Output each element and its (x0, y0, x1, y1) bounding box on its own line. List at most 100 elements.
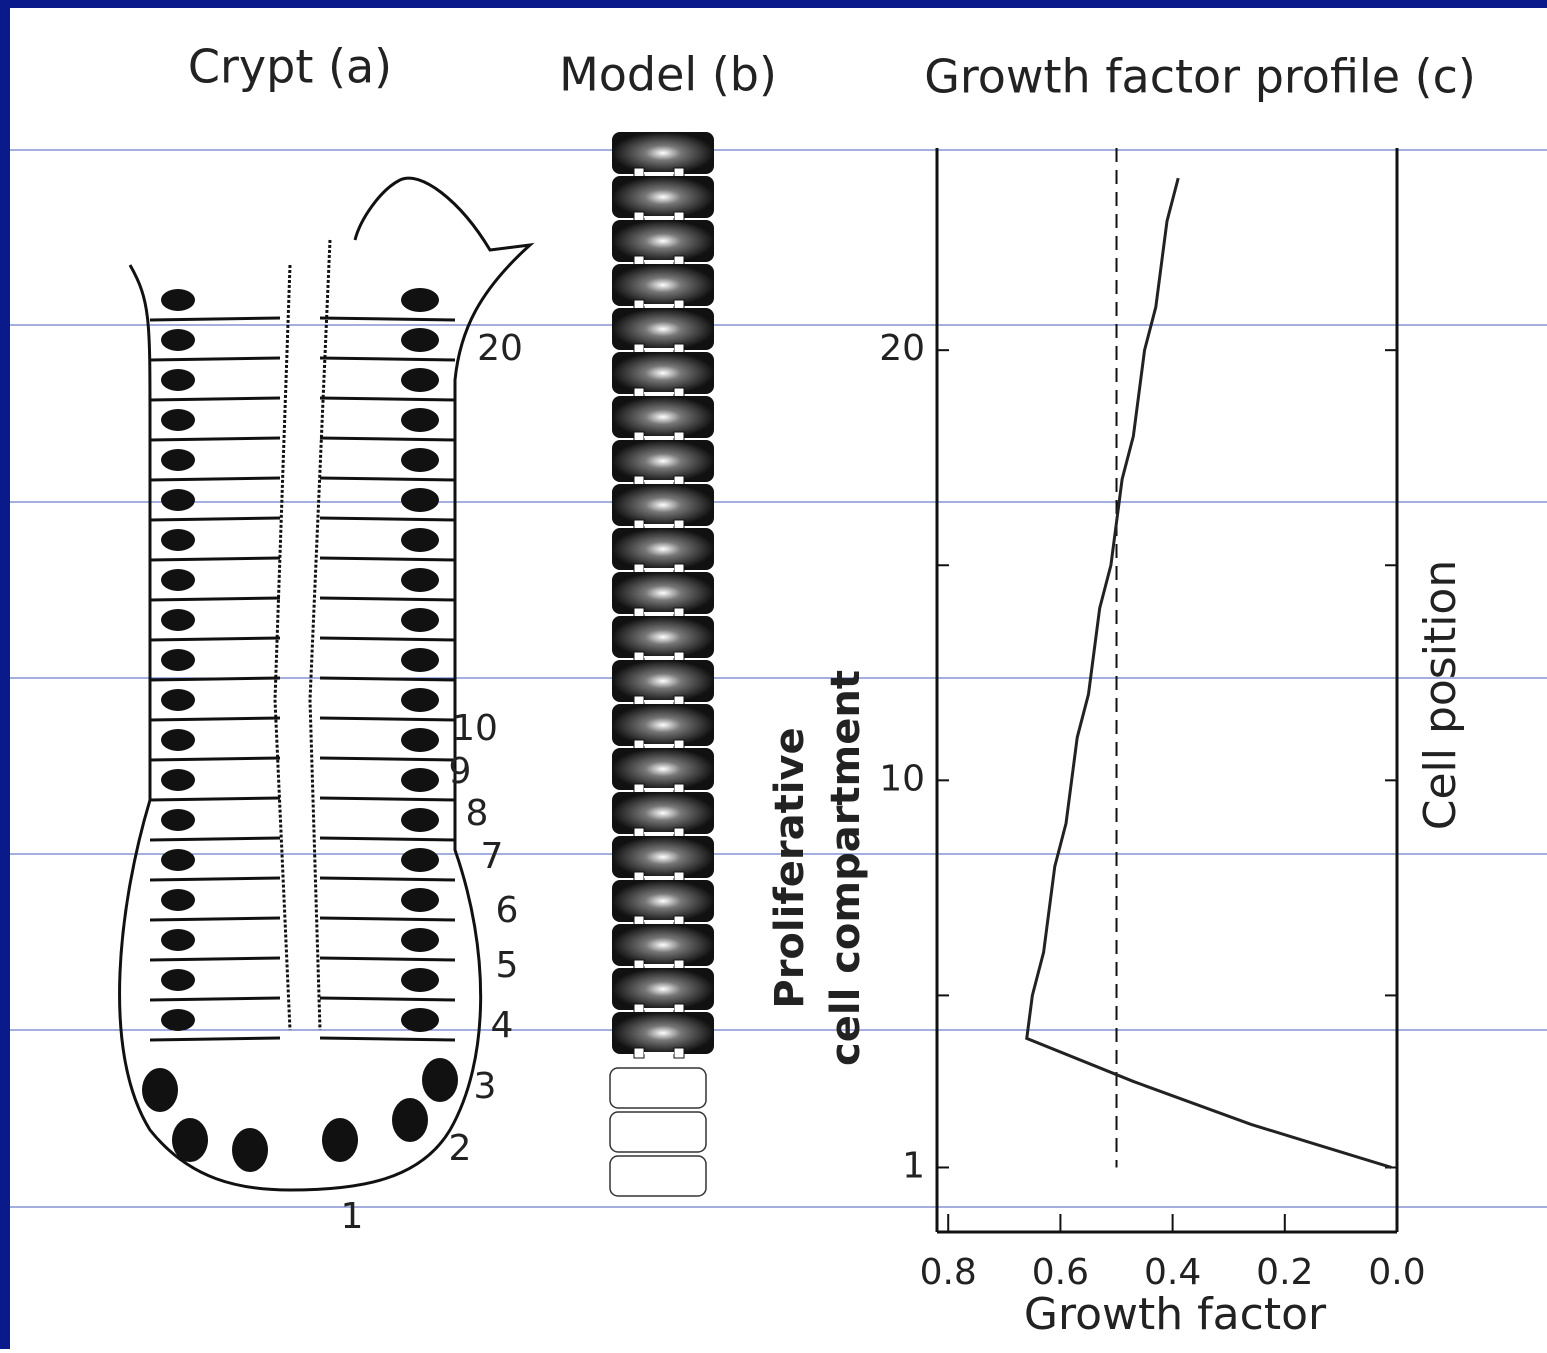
cell-wall (150, 518, 280, 520)
model-cell (612, 264, 714, 306)
cell-wall (320, 878, 455, 880)
position-label: 5 (496, 945, 519, 986)
nucleus (422, 1058, 458, 1102)
empty-cell (610, 1068, 706, 1108)
model-cell (612, 308, 714, 350)
nucleus (401, 528, 439, 552)
nucleus (401, 568, 439, 592)
empty-cell (610, 1156, 706, 1196)
cell-wall (320, 518, 455, 520)
model-cell (612, 440, 714, 482)
model-cell (612, 748, 714, 790)
nucleus (161, 889, 195, 911)
nucleus (401, 728, 439, 752)
nucleus (161, 289, 195, 311)
model-cell (612, 880, 714, 922)
cell-wall (320, 998, 455, 1000)
nucleus (161, 329, 195, 351)
nucleus (161, 529, 195, 551)
nucleus (401, 288, 439, 312)
crypt-title: Crypt (a) (188, 40, 392, 94)
cell-wall (150, 958, 280, 960)
chart-title: Growth factor profile (c) (924, 50, 1476, 104)
cell-wall (150, 878, 280, 880)
cell-wall (150, 438, 280, 440)
nucleus (392, 1098, 428, 1142)
nucleus (161, 649, 195, 671)
position-label: 7 (481, 836, 504, 877)
model-column (610, 132, 714, 1196)
model-title: Model (b) (559, 48, 777, 102)
cell-wall (150, 678, 280, 680)
model-cell (612, 660, 714, 702)
cell-wall (150, 918, 280, 920)
model-cell (612, 528, 714, 570)
nucleus (401, 688, 439, 712)
model-cell (612, 616, 714, 658)
x-tick-label: 0.4 (1144, 1252, 1201, 1293)
nucleus (401, 848, 439, 872)
model-cell (612, 792, 714, 834)
cell-wall (150, 638, 280, 640)
cell-wall (320, 558, 455, 560)
cell-wall (150, 838, 280, 840)
model-cell (612, 352, 714, 394)
figure: Crypt (a) Model (b) Growth factor profil… (0, 0, 1547, 1349)
nucleus (401, 808, 439, 832)
top-border (0, 0, 1547, 8)
nucleus (161, 609, 195, 631)
cell-wall (320, 758, 455, 760)
x-tick-label: 0.2 (1256, 1252, 1313, 1293)
y-tick-label: 1 (902, 1145, 925, 1186)
nucleus (161, 369, 195, 391)
nucleus (161, 1009, 195, 1031)
nucleus (322, 1118, 358, 1162)
nucleus (161, 849, 195, 871)
position-label: 20 (477, 328, 523, 369)
position-label: 1 (341, 1196, 364, 1237)
model-cell (612, 704, 714, 746)
x-tick-label: 0.6 (1032, 1252, 1089, 1293)
cell-wall (320, 478, 455, 480)
model-cell (612, 968, 714, 1010)
cell-wall (320, 598, 455, 600)
cell-wall (150, 1038, 280, 1040)
page: Crypt (a) Model (b) Growth factor profil… (0, 0, 1547, 1349)
model-cell (612, 484, 714, 526)
cell-wall (320, 958, 455, 960)
cell-wall (150, 478, 280, 480)
nucleus (161, 449, 195, 471)
background (0, 0, 1547, 1349)
cell-wall (150, 598, 280, 600)
cell-wall (150, 398, 280, 400)
position-label: 8 (466, 793, 489, 834)
nucleus (161, 569, 195, 591)
node (634, 1048, 644, 1058)
nucleus (161, 729, 195, 751)
cell-wall (320, 638, 455, 640)
nucleus (401, 408, 439, 432)
cell-wall (320, 798, 455, 800)
x-tick-label: 0.0 (1368, 1252, 1425, 1293)
model-cell (612, 132, 714, 174)
nucleus (401, 448, 439, 472)
model-cell (612, 220, 714, 262)
nucleus (401, 328, 439, 352)
position-label: 2 (449, 1128, 472, 1169)
cell-wall (320, 318, 455, 320)
cell-wall (320, 358, 455, 360)
nucleus (232, 1128, 268, 1172)
cell-wall (150, 758, 280, 760)
position-label: 9 (449, 751, 472, 792)
cell-wall (150, 358, 280, 360)
y-axis-label: Cell position (1415, 560, 1466, 831)
nucleus (401, 608, 439, 632)
cell-wall (320, 918, 455, 920)
position-label: 6 (496, 890, 519, 931)
nucleus (161, 689, 195, 711)
cell-wall (320, 718, 455, 720)
nucleus (161, 769, 195, 791)
nucleus (401, 968, 439, 992)
nucleus (161, 489, 195, 511)
cell-wall (150, 998, 280, 1000)
